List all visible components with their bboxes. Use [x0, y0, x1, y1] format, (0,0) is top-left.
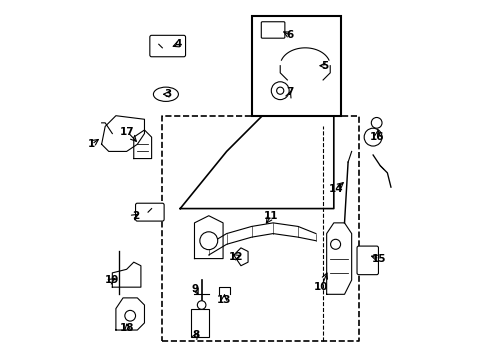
- Circle shape: [370, 117, 381, 128]
- Text: 3: 3: [164, 89, 171, 99]
- Text: 7: 7: [286, 87, 293, 98]
- Text: 14: 14: [328, 184, 343, 194]
- Circle shape: [124, 310, 135, 321]
- FancyBboxPatch shape: [135, 203, 164, 221]
- Bar: [251, 16, 340, 116]
- Text: 18: 18: [120, 323, 134, 333]
- Circle shape: [364, 128, 381, 146]
- FancyBboxPatch shape: [356, 246, 378, 275]
- Text: 9: 9: [192, 284, 199, 294]
- Text: 1: 1: [88, 139, 95, 149]
- Circle shape: [197, 301, 205, 309]
- Bar: [190, 309, 208, 337]
- Circle shape: [271, 82, 288, 100]
- Text: 12: 12: [228, 252, 243, 262]
- Circle shape: [330, 239, 340, 249]
- Text: 10: 10: [313, 282, 328, 292]
- Circle shape: [200, 232, 217, 249]
- Text: 19: 19: [105, 275, 119, 285]
- Text: 17: 17: [120, 127, 134, 137]
- Text: 6: 6: [286, 30, 293, 40]
- Text: 5: 5: [321, 61, 328, 71]
- Text: 11: 11: [264, 211, 278, 221]
- Text: 13: 13: [217, 295, 231, 305]
- FancyBboxPatch shape: [261, 22, 285, 38]
- Text: 16: 16: [369, 132, 384, 142]
- Text: 2: 2: [132, 211, 139, 221]
- Ellipse shape: [153, 87, 178, 102]
- Text: 8: 8: [192, 330, 200, 341]
- Text: 15: 15: [371, 253, 386, 264]
- Circle shape: [276, 87, 283, 94]
- FancyBboxPatch shape: [149, 35, 185, 57]
- Text: 4: 4: [174, 39, 182, 49]
